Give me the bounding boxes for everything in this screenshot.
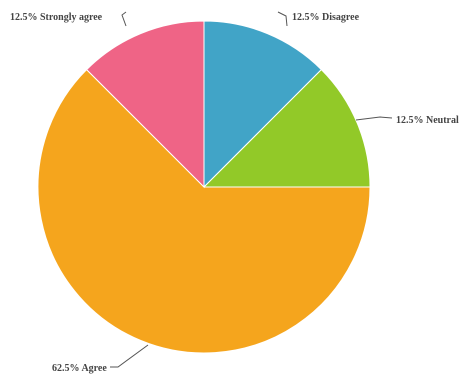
slice-label-neutral: 12.5% Neutral — [396, 115, 459, 126]
pie-slice-agree — [37, 68, 371, 354]
pie-slice-neutral — [202, 68, 371, 188]
pie-slice-disagree — [203, 20, 323, 189]
leader-line-neutral — [355, 116, 393, 121]
slice-label-agree: 62.5% Agree — [52, 363, 107, 374]
pie-slice-strongly-agree — [85, 20, 205, 189]
slice-label-strongly-agree: 12.5% Strongly agree — [10, 12, 103, 23]
leader-line-agree — [110, 344, 149, 368]
leader-lines — [110, 11, 393, 368]
pie-slices — [37, 20, 371, 354]
slice-labels: 12.5% Disagree 12.5% Neutral 62.5% Agree 12… — [10, 12, 459, 374]
leader-line-disagree — [277, 11, 288, 27]
slice-label-disagree: 12.5% Disagree — [292, 12, 360, 23]
leader-line-strongly-agree — [121, 11, 127, 27]
